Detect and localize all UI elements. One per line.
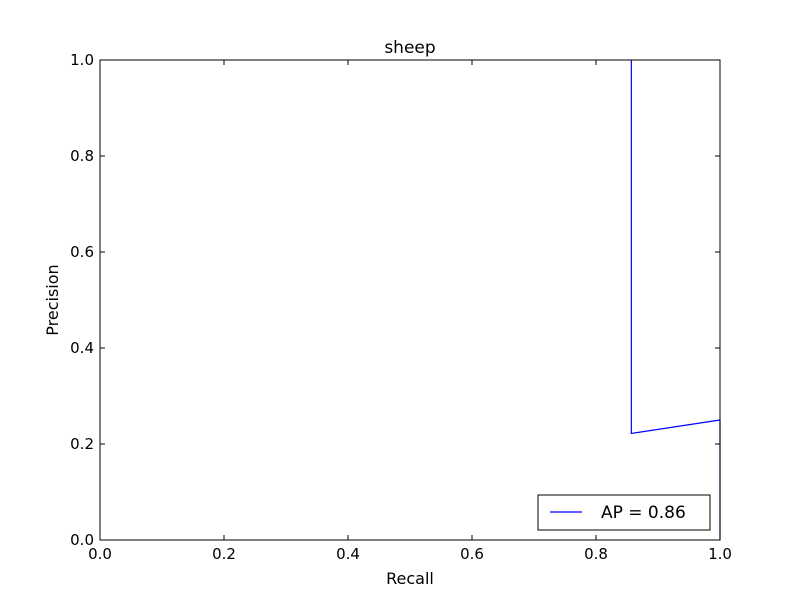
y-tick-label: 0.0	[70, 531, 94, 549]
y-tick-label: 0.4	[70, 339, 94, 357]
x-tick-label: 0.8	[584, 545, 608, 563]
y-axis-label: Precision	[43, 264, 62, 335]
plot-background	[100, 60, 720, 540]
y-tick-label: 0.8	[70, 147, 94, 165]
plot-frame	[99, 59, 721, 541]
y-tick-label: 1.0	[70, 51, 94, 69]
x-tick-label: 1.0	[708, 545, 732, 563]
x-tick-label: 0.4	[336, 545, 360, 563]
x-tick-label: 0.0	[88, 545, 112, 563]
x-tick-label: 0.6	[460, 545, 484, 563]
x-tick-label: 0.2	[212, 545, 236, 563]
y-tick-label: 0.6	[70, 243, 94, 261]
y-axis-ticks: 0.0 0.2 0.4 0.6 0.8 1.0	[70, 51, 720, 549]
legend: AP = 0.86	[537, 494, 711, 531]
x-axis-label: Recall	[386, 569, 434, 588]
legend-series-label: AP = 0.86	[601, 503, 686, 523]
chart-title: sheep	[384, 38, 435, 58]
plot-area: 0.0 0.2 0.4 0.6 0.8 1.0 0.0 0.2 0.4 0.6 0.8 1.0	[70, 51, 732, 563]
y-tick-label: 0.2	[70, 435, 94, 453]
